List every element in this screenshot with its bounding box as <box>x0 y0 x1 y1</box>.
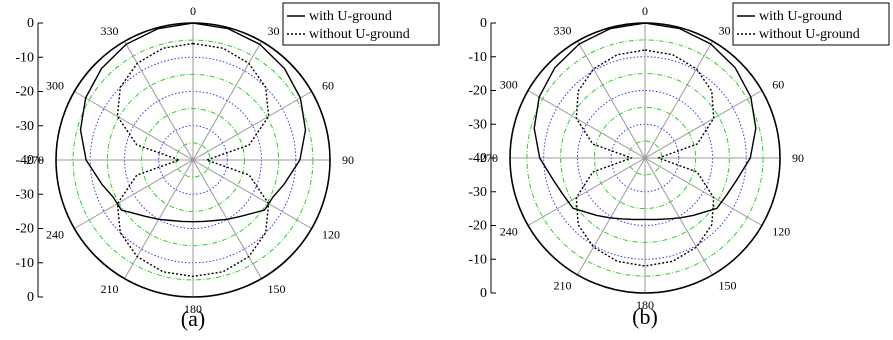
angle-tick-label: 240 <box>46 228 64 242</box>
radial-tick-label: -20 <box>15 222 34 237</box>
angle-tick-label: 330 <box>101 24 119 38</box>
radial-tick-label: -40 <box>15 153 34 168</box>
polar-chart-a: 0 30 60 90 120 150 180 210 240 270 300 330 0 -10 -20 -3… <box>15 2 440 331</box>
grid-spoke <box>124 41 262 279</box>
angle-tick-label: 30 <box>719 24 731 38</box>
angle-tick-label: 120 <box>772 225 790 239</box>
angle-tick-label: 210 <box>554 278 572 292</box>
legend-box <box>732 2 890 46</box>
radial-tick-label: -20 <box>468 219 487 234</box>
legend-entry: with U-ground <box>309 9 392 24</box>
radial-tick-label: 0 <box>480 16 487 31</box>
angle-tick-label: 330 <box>554 24 572 38</box>
angle-tick-label: 0 <box>642 4 648 18</box>
radial-tick-label: 0 <box>27 290 34 305</box>
radial-tick-label: -30 <box>15 119 34 134</box>
radial-tick-label: 0 <box>480 286 487 301</box>
angle-tick-label: 300 <box>500 78 518 92</box>
angle-tick-label: 210 <box>101 282 119 296</box>
angle-tick-label: 120 <box>322 228 340 242</box>
grid-spoke <box>577 40 713 276</box>
radial-tick-label: -20 <box>15 85 34 100</box>
angle-tick-label: 90 <box>342 153 354 167</box>
series-line-with-u-ground <box>79 22 307 223</box>
radial-tick-label: -30 <box>468 185 487 200</box>
radial-tick-label: -40 <box>468 151 487 166</box>
angle-tick-label: 0 <box>190 4 196 18</box>
angle-tick-label: 60 <box>322 79 334 93</box>
radial-tick-label: -10 <box>468 252 487 267</box>
angle-tick-label: 60 <box>772 78 784 92</box>
legend-entry: without U-ground <box>309 27 410 42</box>
angle-tick-label: 180 <box>636 298 654 312</box>
panel-label: (b) <box>632 304 658 329</box>
panel-label: (a) <box>181 306 205 331</box>
polar-chart-b: 0 30 60 90 120 150 180 210 240 270 300 330 0 -10 -20 -3… <box>468 2 890 329</box>
radial-tick-label: -20 <box>468 84 487 99</box>
radial-tick-label: -10 <box>468 50 487 65</box>
series-line-without-u-ground <box>116 42 270 278</box>
angle-tick-label: 180 <box>184 302 202 316</box>
radial-tick-label: -10 <box>15 256 34 271</box>
angle-tick-label: 270 <box>480 151 498 165</box>
legend-box <box>282 2 440 46</box>
radial-tick-label: -10 <box>15 50 34 65</box>
angle-tick-label: 30 <box>268 24 280 38</box>
angle-tick-label: 240 <box>500 225 518 239</box>
radial-tick-label: -30 <box>15 187 34 202</box>
angle-tick-label: 90 <box>792 151 804 165</box>
legend-entry: without U-ground <box>759 27 860 42</box>
angle-tick-label: 150 <box>268 282 286 296</box>
series-line-without-u-ground <box>575 49 715 267</box>
radial-tick-label: 0 <box>27 16 34 31</box>
angle-tick-label: 300 <box>46 79 64 93</box>
angle-tick-label: 150 <box>719 278 737 292</box>
legend-entry: with U-ground <box>759 9 842 24</box>
angle-tick-label: 270 <box>26 153 44 167</box>
radial-tick-label: -30 <box>468 117 487 132</box>
series-line-with-u-ground <box>533 22 757 221</box>
